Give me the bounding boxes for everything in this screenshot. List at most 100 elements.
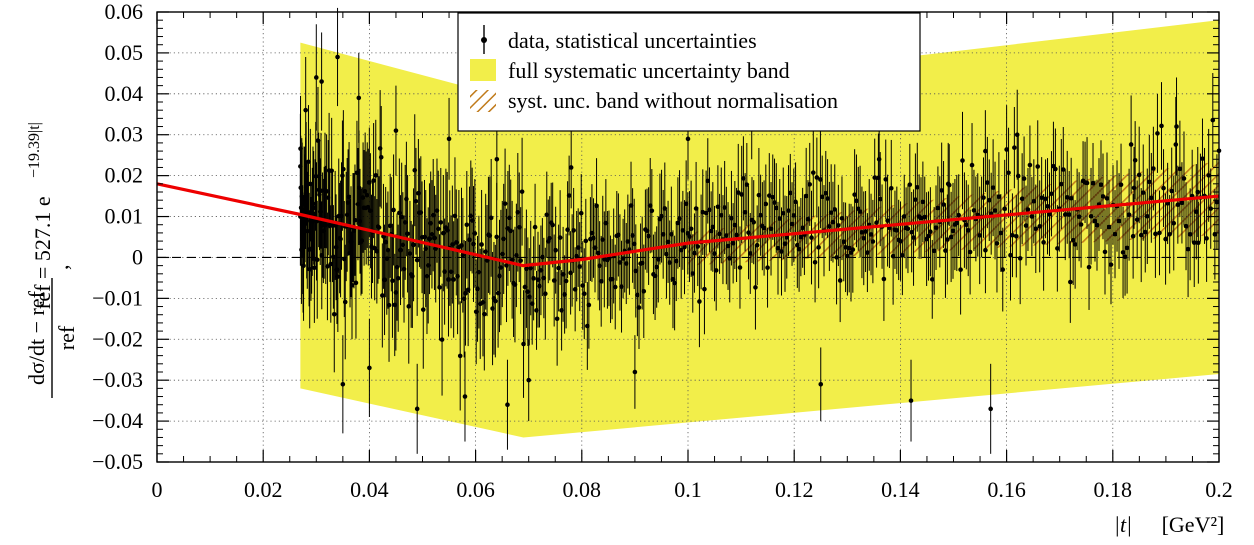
data-point — [1144, 213, 1150, 219]
data-point — [1041, 240, 1046, 245]
data-point — [632, 369, 638, 375]
data-point — [531, 276, 536, 281]
data-point — [830, 219, 836, 225]
data-point — [964, 222, 969, 228]
data-point — [1181, 176, 1187, 181]
data-point — [1163, 236, 1168, 242]
y-tick-label: 0 — [132, 244, 143, 269]
data-point — [1098, 182, 1104, 188]
data-point — [325, 264, 330, 269]
legend-label-data: data, statistical uncertainties — [508, 28, 757, 53]
x-axis-label: |t| [GeV²] — [1114, 512, 1225, 537]
y-tick-label: 0.02 — [105, 163, 144, 188]
data-point — [367, 365, 372, 371]
data-point — [568, 165, 574, 170]
data-point — [705, 178, 711, 184]
data-point — [1200, 156, 1205, 161]
data-point — [683, 201, 689, 207]
data-point — [414, 406, 420, 412]
data-point — [563, 278, 569, 284]
data-point — [479, 242, 484, 247]
y-tick-label: 0.06 — [105, 0, 144, 24]
data-point — [775, 245, 781, 251]
legend-label-hatched-band: syst. unc. band without normalisation — [508, 88, 838, 113]
data-point — [352, 217, 358, 223]
data-point — [990, 185, 996, 190]
data-point — [954, 220, 960, 226]
data-point — [1167, 231, 1172, 237]
data-point — [931, 248, 937, 254]
data-point — [729, 215, 734, 221]
data-point — [724, 233, 729, 238]
data-point — [368, 208, 373, 214]
data-point — [753, 285, 758, 290]
data-point — [825, 196, 830, 201]
data-point — [810, 170, 816, 175]
data-point — [1004, 147, 1009, 152]
data-point — [885, 218, 890, 223]
data-point — [718, 212, 724, 218]
data-point — [693, 206, 699, 211]
data-point — [391, 207, 396, 213]
data-point — [994, 241, 1000, 246]
data-point — [411, 242, 416, 248]
data-point — [929, 277, 935, 282]
data-point — [870, 239, 876, 244]
x-tick-label: 0.2 — [1205, 477, 1233, 502]
data-point — [578, 210, 584, 216]
data-point — [732, 222, 738, 228]
data-point — [1120, 250, 1126, 255]
data-point — [933, 225, 939, 230]
data-point — [901, 214, 907, 219]
data-point — [789, 221, 795, 227]
data-point — [795, 242, 800, 248]
data-point — [928, 229, 933, 235]
data-point — [662, 206, 668, 211]
data-point — [1196, 240, 1201, 246]
data-point — [703, 210, 709, 216]
data-point — [780, 210, 786, 216]
data-point — [777, 216, 783, 221]
data-point — [1130, 233, 1136, 239]
data-point — [1106, 224, 1112, 230]
data-point — [1100, 194, 1106, 199]
data-point — [865, 250, 870, 255]
data-point — [577, 264, 583, 269]
data-point — [335, 274, 341, 279]
data-point — [941, 202, 946, 207]
y-tick-label: 0.01 — [105, 204, 144, 229]
data-point — [793, 199, 798, 205]
data-point — [807, 182, 813, 187]
data-point — [393, 128, 399, 133]
data-point — [876, 156, 882, 162]
data-point — [688, 226, 694, 232]
data-point — [1088, 213, 1094, 219]
data-point — [909, 229, 914, 235]
data-point — [803, 193, 809, 199]
data-point — [707, 207, 712, 213]
data-point — [996, 194, 1002, 200]
data-point — [770, 194, 776, 200]
data-point — [935, 205, 941, 211]
data-point — [722, 205, 727, 210]
data-point — [340, 381, 346, 387]
data-point — [983, 247, 988, 253]
fit-layer — [156, 182, 1220, 268]
data-point — [335, 54, 340, 60]
data-point — [550, 222, 555, 228]
data-point — [828, 210, 834, 215]
data-point — [682, 244, 687, 250]
data-point — [988, 406, 993, 412]
data-point — [1122, 254, 1128, 260]
data-point — [377, 146, 383, 151]
data-point — [836, 223, 841, 228]
y-tick-label: −0.04 — [92, 408, 143, 433]
data-point — [543, 291, 548, 297]
data-point — [439, 337, 445, 342]
data-point — [420, 307, 426, 312]
data-point — [405, 231, 410, 237]
data-point — [1128, 142, 1134, 147]
data-point — [532, 224, 538, 230]
data-point — [505, 402, 510, 408]
